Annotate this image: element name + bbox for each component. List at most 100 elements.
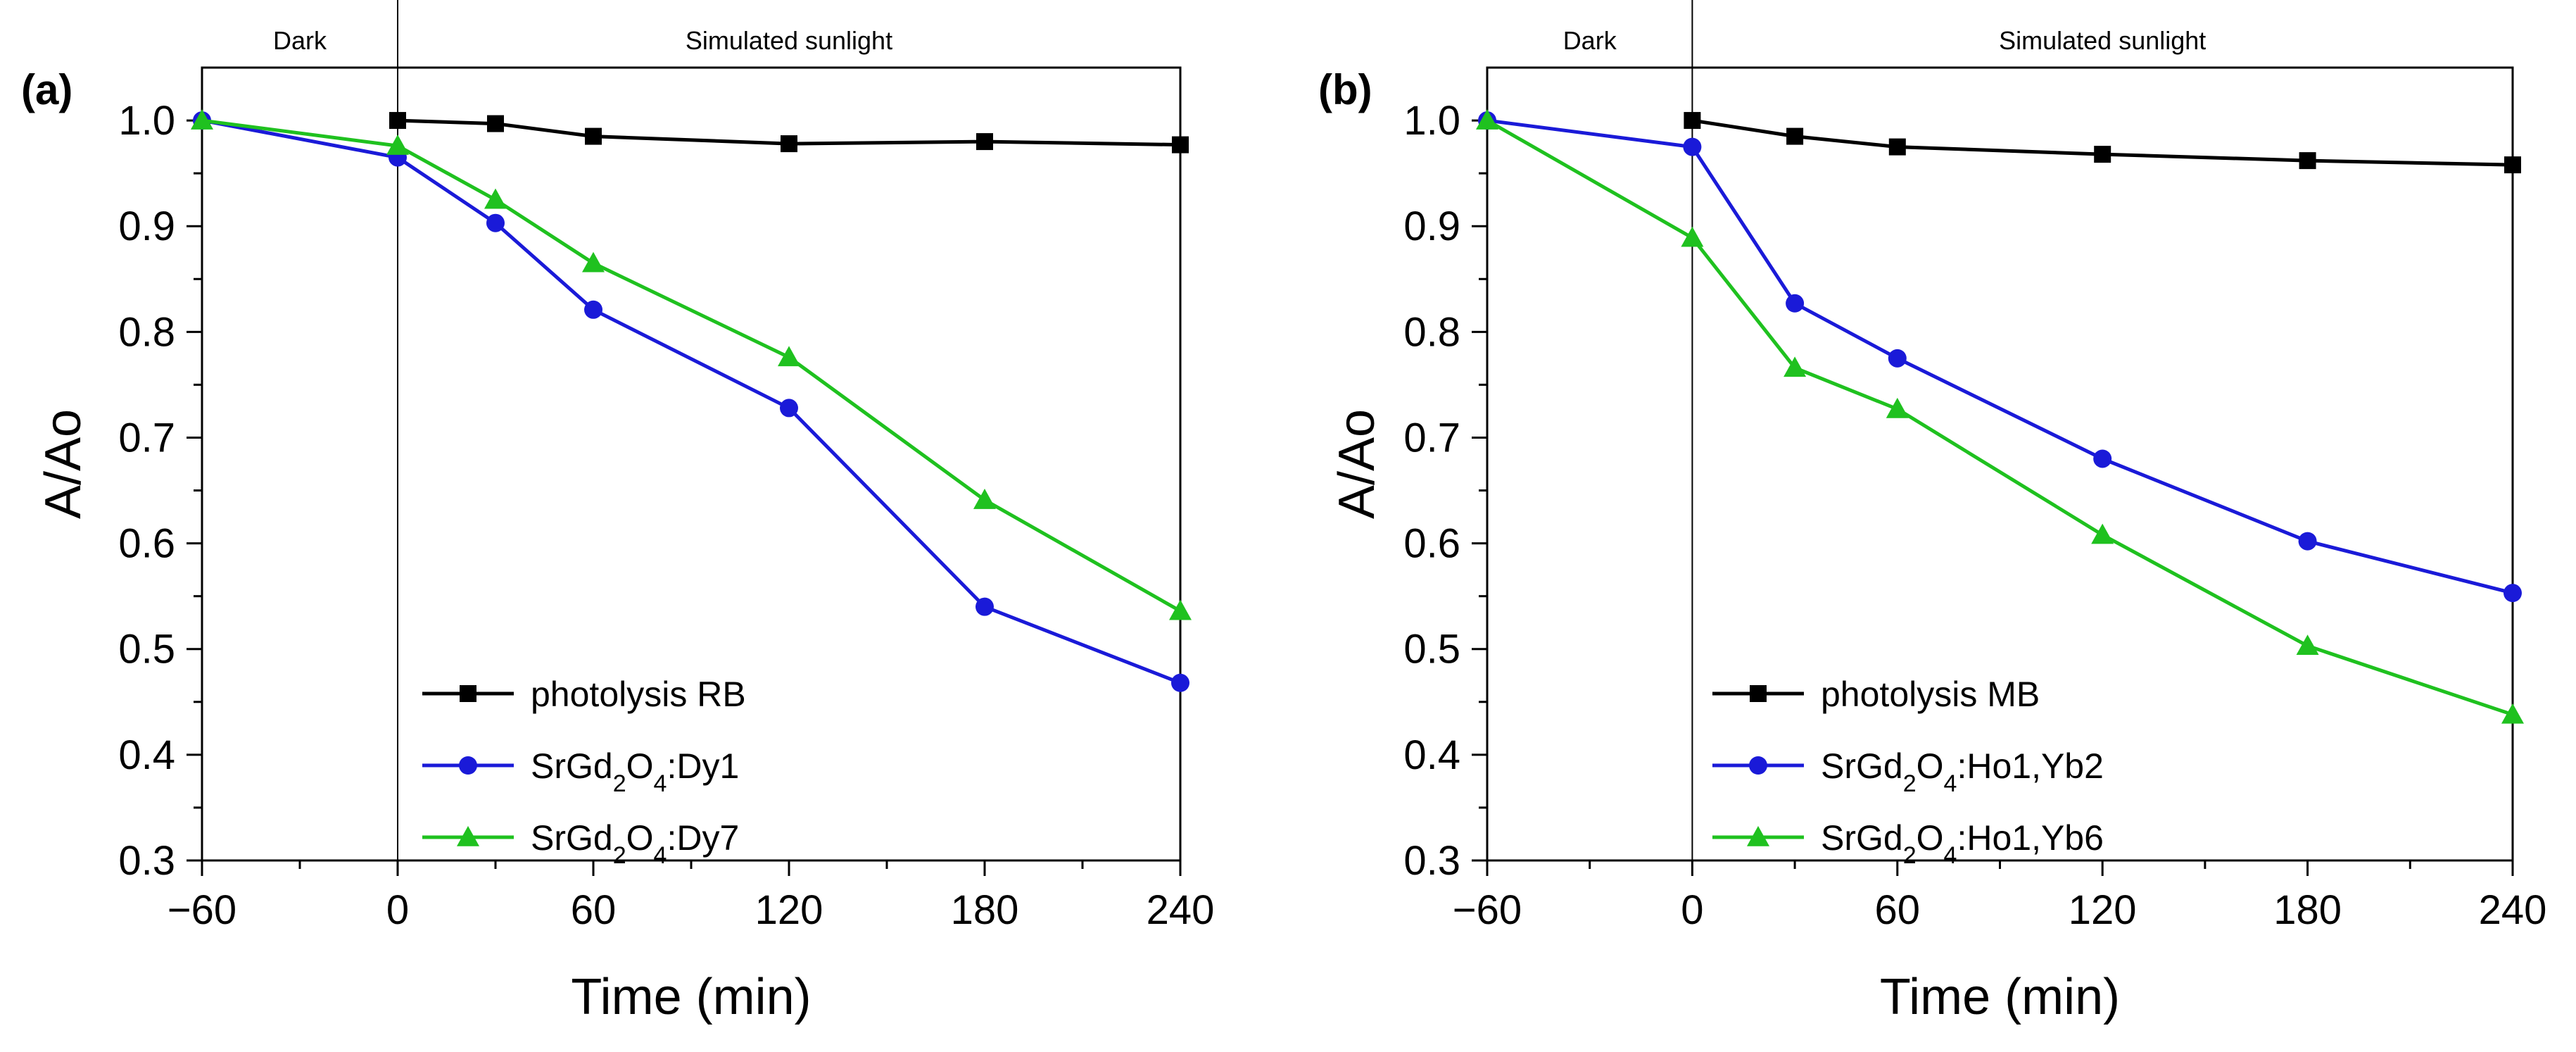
legend-label-part: :Dy1 xyxy=(667,746,739,786)
data-point xyxy=(1888,349,1907,368)
data-point xyxy=(2504,156,2521,174)
y-tick-label: 0.4 xyxy=(118,732,175,778)
legend-label-part: SrGd xyxy=(1821,818,1903,858)
legend-label-part: SrGd xyxy=(531,746,613,786)
series-line xyxy=(201,118,1181,685)
chart-panel-b: −60 0 60 120 180 240 0.3 0.4 0.5 0.6 0.7 0.8 0.9 1.0 T… xyxy=(1318,0,2546,1025)
x-tick-label: 240 xyxy=(1147,887,1215,933)
series-line xyxy=(1486,118,2513,595)
y-tick-label: 0.7 xyxy=(118,415,175,461)
legend-marker xyxy=(1747,826,1769,846)
data-point xyxy=(1684,112,1701,130)
data-point xyxy=(1786,294,1805,313)
legend-marker xyxy=(1749,756,1767,775)
legend-label-part: O xyxy=(626,746,654,786)
data-point xyxy=(2296,634,2319,656)
data-point xyxy=(582,251,605,273)
x-axis-title: Time (min) xyxy=(1880,969,2120,1025)
x-tick-label: 180 xyxy=(951,887,1019,933)
legend-label-part: 4 xyxy=(654,770,667,797)
y-tick-label: 0.5 xyxy=(118,627,175,672)
plot-frame xyxy=(1486,66,2514,862)
data-point xyxy=(484,188,507,209)
data-point xyxy=(1683,137,1702,156)
x-tick-label: 0 xyxy=(1681,887,1703,933)
y-axis-title: A/Ao xyxy=(1329,409,1385,519)
x-tick-label: 120 xyxy=(2069,887,2137,933)
data-point xyxy=(1169,599,1192,620)
legend-label-part: 4 xyxy=(654,842,667,869)
x-axis-title: Time (min) xyxy=(571,969,811,1025)
data-point xyxy=(1783,356,1807,377)
x-tick-label: 60 xyxy=(571,887,617,933)
region-label: Simulated sunlight xyxy=(686,26,892,55)
legend-label: SrGd2O4:Ho1,Yb6 xyxy=(1821,818,2104,869)
series-line xyxy=(397,118,1181,147)
data-point xyxy=(1681,226,1704,247)
panel-label: (a) xyxy=(21,66,72,113)
region-label: Dark xyxy=(1563,26,1617,55)
legend-label-part: 4 xyxy=(1944,842,1957,869)
data-point xyxy=(2091,523,2114,544)
y-tick-label: 0.9 xyxy=(1403,203,1460,249)
legend-label: photolysis RB xyxy=(531,675,746,714)
data-point xyxy=(2093,449,2112,468)
y-tick-label: 0.4 xyxy=(1403,732,1460,778)
data-point xyxy=(1476,109,1498,130)
legend-label: SrGd2O4:Dy7 xyxy=(531,818,739,869)
legend-label-part: 2 xyxy=(1903,770,1917,797)
region-label: Simulated sunlight xyxy=(1999,26,2206,55)
series-line xyxy=(201,118,1182,613)
x-tick-label: 60 xyxy=(1875,887,1921,933)
data-point xyxy=(976,597,994,616)
data-point xyxy=(584,300,602,319)
x-tick-label: 0 xyxy=(386,887,409,933)
data-point xyxy=(487,115,504,132)
legend-label-part: SrGd xyxy=(1821,746,1903,786)
legend-label-part: O xyxy=(626,818,654,858)
legend-label-part: 2 xyxy=(613,770,626,797)
series-line xyxy=(1486,118,2513,717)
legend-label-part: SrGd xyxy=(531,818,613,858)
panel-label: (b) xyxy=(1318,66,1372,113)
data-point xyxy=(781,135,797,153)
legend-marker xyxy=(457,826,479,846)
y-tick-label: 0.8 xyxy=(118,309,175,355)
y-tick-label: 0.7 xyxy=(1403,415,1460,461)
x-tick-label: −60 xyxy=(168,887,236,933)
data-point xyxy=(2504,584,2522,603)
y-tick-label: 0.6 xyxy=(118,521,175,567)
y-tick-label: 0.3 xyxy=(118,838,175,884)
y-tick-label: 1.0 xyxy=(118,98,175,144)
plot-frame xyxy=(201,66,1182,862)
legend-label-part: :Ho1,Yb2 xyxy=(1957,746,2103,786)
data-point xyxy=(2501,703,2524,724)
legend-label-part: :Ho1,Yb6 xyxy=(1957,818,2103,858)
x-tick-label: 180 xyxy=(2273,887,2342,933)
legend-label-part: :Dy7 xyxy=(667,818,739,858)
data-point xyxy=(386,134,409,155)
legend-marker xyxy=(460,685,476,702)
data-point xyxy=(585,127,602,145)
data-point xyxy=(778,346,800,367)
y-tick-label: 0.8 xyxy=(1403,309,1460,355)
legend-label-part: O xyxy=(1917,746,1944,786)
data-point xyxy=(2299,152,2316,170)
region-label: Dark xyxy=(273,26,327,55)
data-point xyxy=(2298,532,2317,551)
legend-label: SrGd2O4:Ho1,Yb2 xyxy=(1821,746,2104,797)
y-tick-label: 1.0 xyxy=(1403,98,1460,144)
x-tick-label: 120 xyxy=(755,887,823,933)
data-point xyxy=(780,399,798,418)
legend-label: SrGd2O4:Dy1 xyxy=(531,746,739,797)
data-point xyxy=(1171,673,1189,692)
legend-label-part: photolysis MB xyxy=(1821,675,2040,714)
data-point xyxy=(973,489,996,509)
x-tick-label: 240 xyxy=(2479,887,2547,933)
data-point xyxy=(486,213,505,232)
y-tick-label: 0.6 xyxy=(1403,521,1460,567)
legend-label-part: 2 xyxy=(1903,842,1917,869)
data-point xyxy=(2094,146,2111,163)
legend-label-part: photolysis RB xyxy=(531,675,746,714)
